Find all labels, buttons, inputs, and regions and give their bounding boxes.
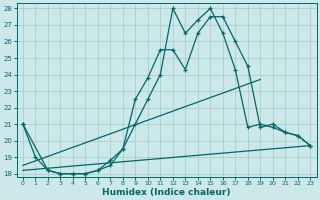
X-axis label: Humidex (Indice chaleur): Humidex (Indice chaleur) [102, 188, 231, 197]
